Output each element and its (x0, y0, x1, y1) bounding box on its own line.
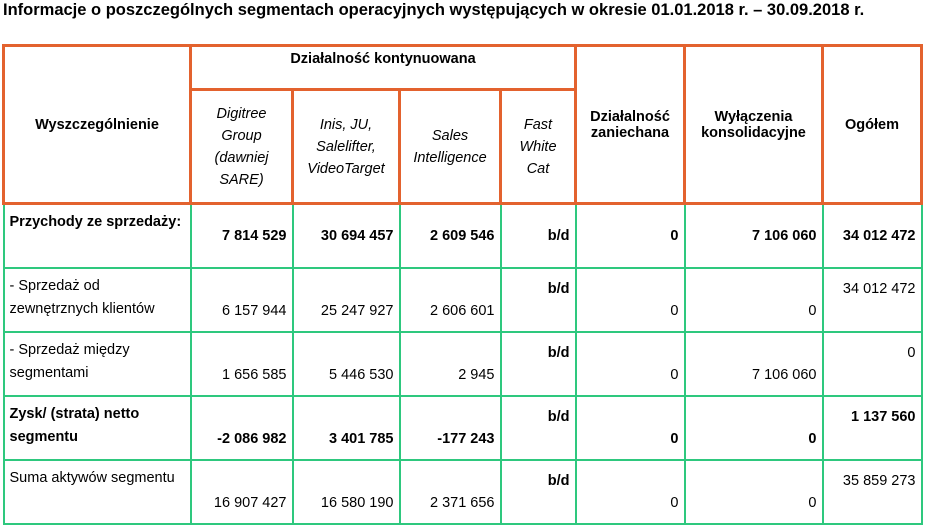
value-cell: 0 (574, 266, 686, 333)
row-label: Przychody ze sprzedaży: (2, 202, 192, 269)
header-segment-digitree: Digitree Group (dawniej SARE) (189, 88, 294, 205)
value-cell: 2 606 601 (398, 266, 502, 333)
header-total: Ogółem (821, 44, 923, 205)
page-title: Informacje o poszczególnych segmentach o… (3, 1, 865, 19)
header-segment-fast-white-cat: Fast White Cat (499, 88, 577, 205)
table-row: Zysk/ (strata) netto segmentu -2 086 982… (2, 394, 923, 461)
value-cell: 30 694 457 (291, 202, 401, 269)
row-label: Zysk/ (strata) netto segmentu (2, 394, 192, 461)
value-cell: 6 157 944 (189, 266, 294, 333)
table-row: - Sprzedaż między segmentami 1 656 585 5… (2, 330, 923, 397)
value-cell: b/d (499, 202, 577, 269)
segments-table: Wyszczególnienie Działalność kontynuowan… (2, 44, 923, 525)
table-row: Suma aktywów segmentu 16 907 427 16 580 … (2, 458, 923, 525)
value-cell: -2 086 982 (189, 394, 294, 461)
value-cell: 2 371 656 (398, 458, 502, 525)
header-item-column: Wyszczególnienie (2, 44, 192, 205)
value-cell: 0 (683, 458, 824, 525)
value-cell: -177 243 (398, 394, 502, 461)
value-cell: 0 (574, 202, 686, 269)
value-cell: 3 401 785 (291, 394, 401, 461)
value-cell: b/d (499, 458, 577, 525)
value-cell: 0 (574, 394, 686, 461)
value-cell: 0 (574, 330, 686, 397)
value-cell: 1 137 560 (821, 394, 923, 461)
value-cell: 2 945 (398, 330, 502, 397)
value-cell: 1 656 585 (189, 330, 294, 397)
value-cell: 35 859 273 (821, 458, 923, 525)
table-row: - Sprzedaż od zewnętrznych klientów 6 15… (2, 266, 923, 333)
value-cell: 7 106 060 (683, 330, 824, 397)
value-cell: 5 446 530 (291, 330, 401, 397)
row-label: Suma aktywów segmentu (2, 458, 192, 525)
row-label: - Sprzedaż od zewnętrznych klientów (2, 266, 192, 333)
table-row: Przychody ze sprzedaży: 7 814 529 30 694… (2, 202, 923, 269)
header-discontinued-operations: Działalność zaniechana (574, 44, 686, 205)
value-cell: 7 106 060 (683, 202, 824, 269)
header-segment-sales-intelligence: Sales Intelligence (398, 88, 502, 205)
value-cell: 2 609 546 (398, 202, 502, 269)
value-cell: 16 907 427 (189, 458, 294, 525)
value-cell: b/d (499, 330, 577, 397)
header-consolidation-eliminations: Wyłączenia konsolidacyjne (683, 44, 824, 205)
value-cell: b/d (499, 394, 577, 461)
value-cell: 34 012 472 (821, 266, 923, 333)
value-cell: 16 580 190 (291, 458, 401, 525)
value-cell: 7 814 529 (189, 202, 294, 269)
value-cell: 0 (683, 266, 824, 333)
header-continued-operations: Działalność kontynuowana (189, 44, 577, 91)
value-cell: 0 (574, 458, 686, 525)
value-cell: 0 (821, 330, 923, 397)
value-cell: 34 012 472 (821, 202, 923, 269)
row-label: - Sprzedaż między segmentami (2, 330, 192, 397)
value-cell: b/d (499, 266, 577, 333)
value-cell: 0 (683, 394, 824, 461)
value-cell: 25 247 927 (291, 266, 401, 333)
header-segment-inis: Inis, JU, Salelifter, VideoTarget (291, 88, 401, 205)
